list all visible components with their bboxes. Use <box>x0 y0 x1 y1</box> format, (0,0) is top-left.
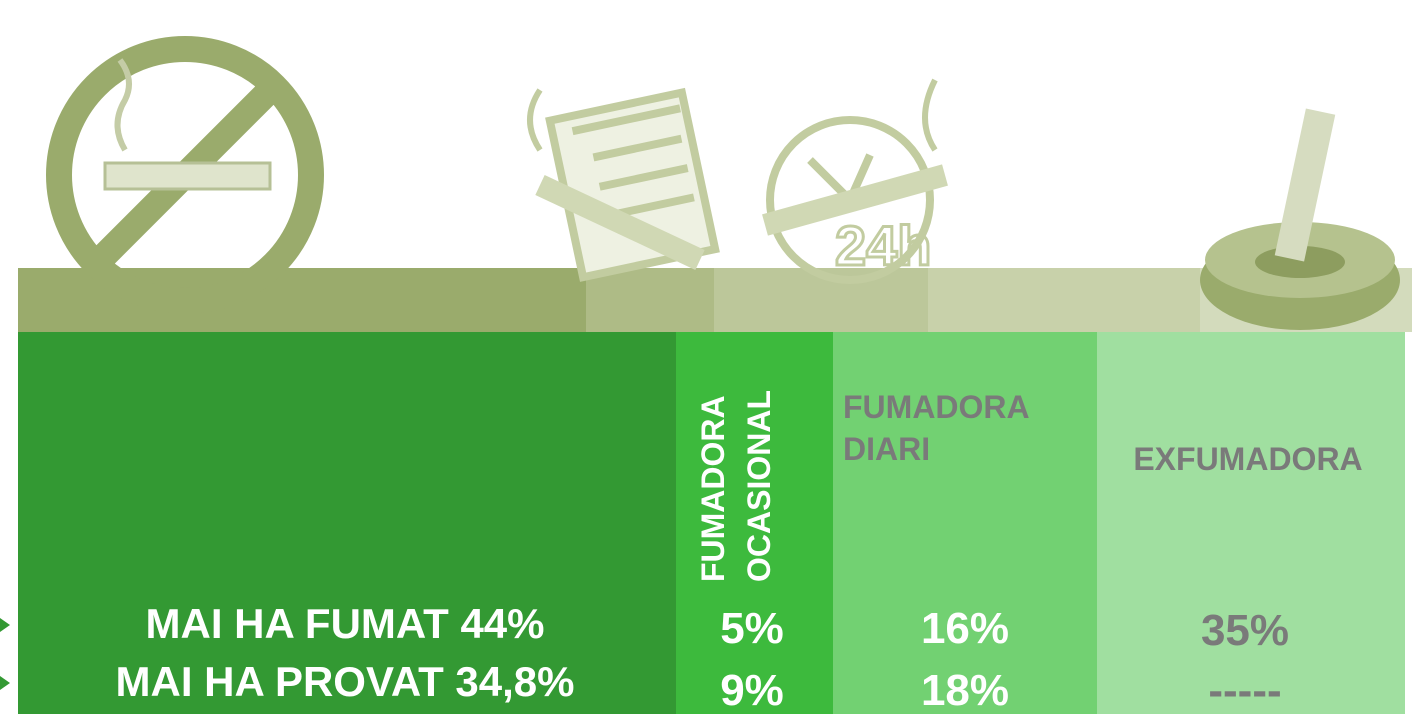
column-label: EXFUMADORA <box>1133 441 1362 477</box>
arrow <box>0 676 10 690</box>
column-label: FUMADORA <box>843 389 1030 425</box>
former-column <box>1097 332 1405 714</box>
row-label: MAI HA FUMAT 44% <box>146 600 545 647</box>
infographic: 24h MAI HA FUMAT 44% MAI HA PROVAT 34,8%… <box>0 0 1412 714</box>
column-label: DIARI <box>843 431 930 467</box>
column-label: FUMADORA <box>695 395 731 582</box>
value: 16% <box>921 604 1009 653</box>
value: 5% <box>720 604 784 653</box>
arrow <box>0 618 10 632</box>
value: 35% <box>1201 606 1289 655</box>
calendar-icon <box>530 90 715 277</box>
value: 18% <box>921 666 1009 714</box>
row-label: MAI HA PROVAT 34,8% <box>116 658 575 705</box>
value: ----- <box>1208 666 1281 714</box>
no-smoking-icon <box>59 49 311 301</box>
clock-icon: 24h <box>765 80 945 280</box>
column-label: OCASIONAL <box>741 390 777 582</box>
value: 9% <box>720 666 784 714</box>
svg-text:24h: 24h <box>835 214 932 277</box>
ashtray-icon <box>1200 109 1400 330</box>
never-column <box>18 332 676 714</box>
